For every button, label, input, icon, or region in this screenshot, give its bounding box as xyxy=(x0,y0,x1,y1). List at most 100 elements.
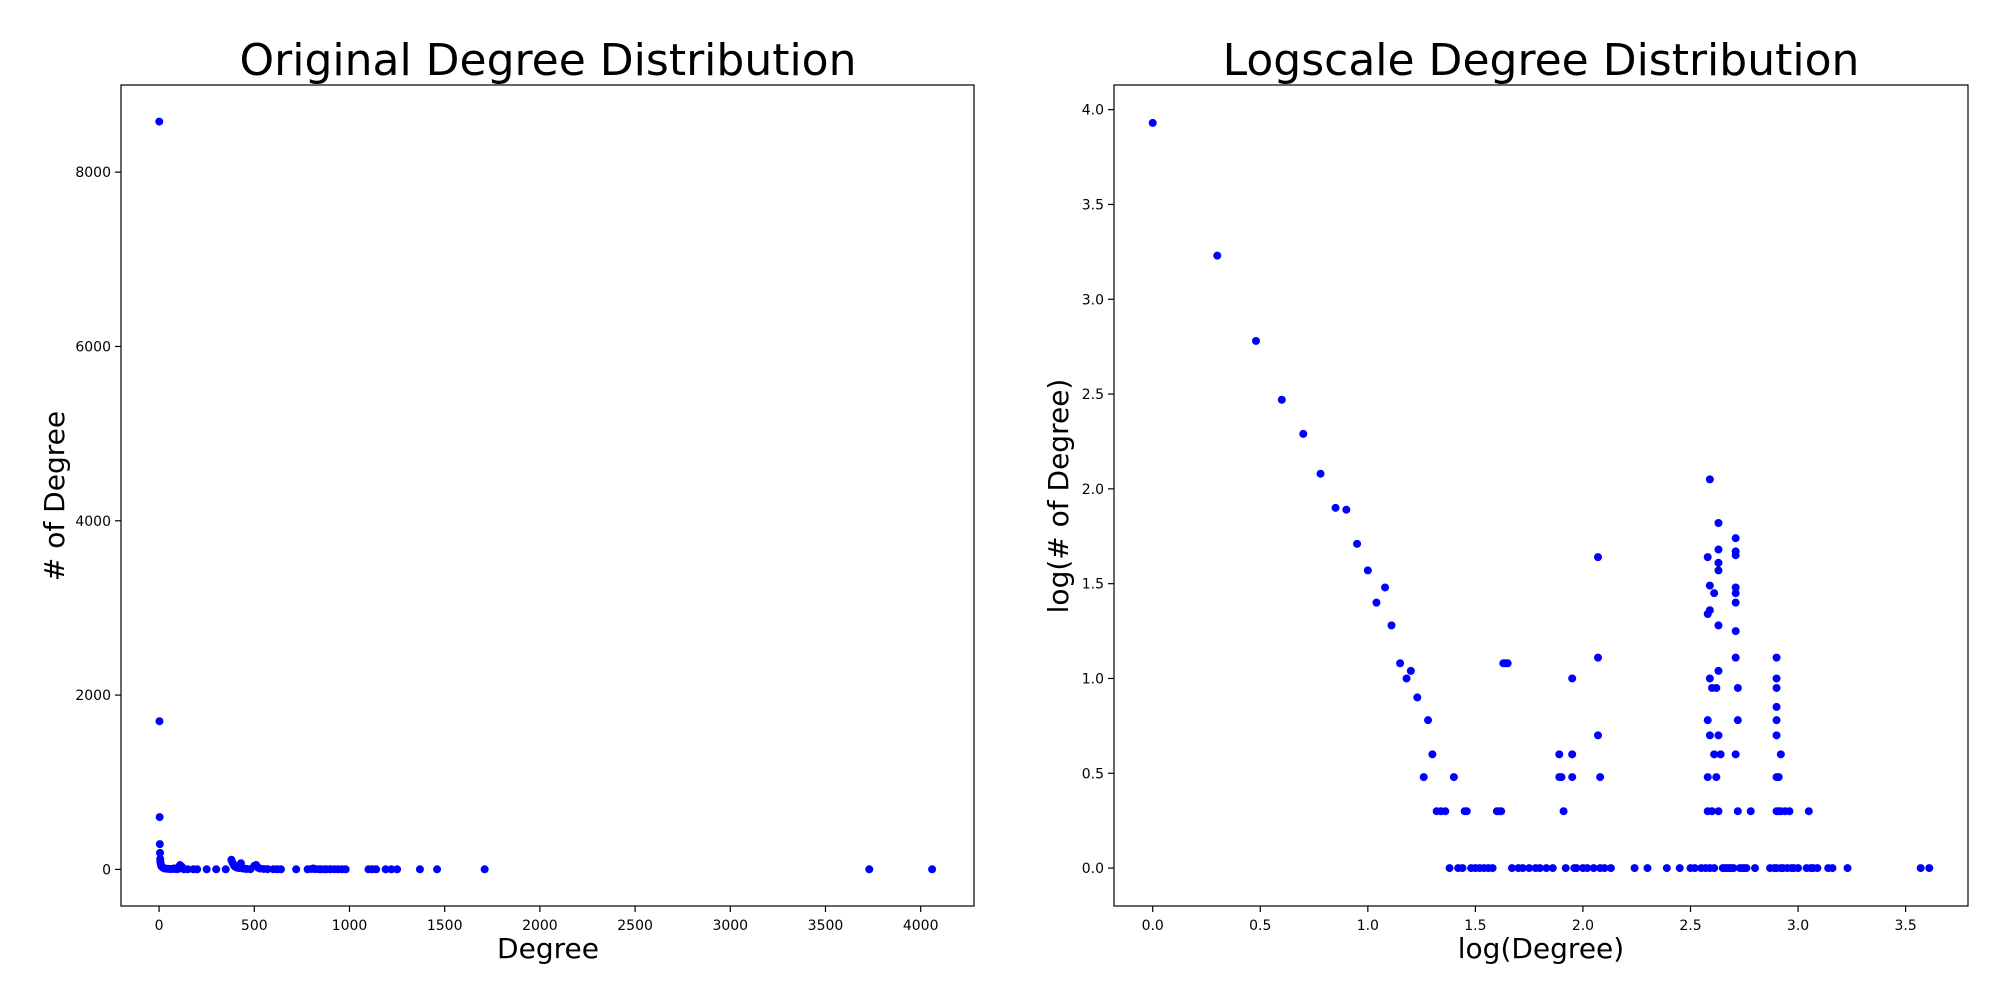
data-point xyxy=(1525,864,1534,873)
data-point xyxy=(1751,864,1760,873)
data-point xyxy=(1594,653,1603,662)
data-point xyxy=(1772,731,1781,740)
data-point xyxy=(1497,807,1506,816)
data-point xyxy=(1600,864,1609,873)
data-point xyxy=(1662,864,1671,873)
data-point xyxy=(1733,683,1742,692)
data-point xyxy=(1714,731,1723,740)
data-point xyxy=(1772,702,1781,711)
data-point xyxy=(1705,674,1714,683)
data-point xyxy=(1299,429,1308,438)
data-point xyxy=(156,848,165,857)
data-point xyxy=(1381,583,1390,592)
y-tick-label: 8000 xyxy=(75,165,111,181)
x-tick-label: 3500 xyxy=(808,918,844,934)
plot-frame xyxy=(1113,84,1969,907)
x-tick-label: 1000 xyxy=(332,918,368,934)
y-tick-label: 3.5 xyxy=(1082,197,1104,213)
data-point xyxy=(1568,750,1577,759)
y-axis-label: # of Degree xyxy=(38,411,71,581)
data-point xyxy=(1731,534,1740,543)
data-point xyxy=(276,865,285,874)
x-tick-label: 0 xyxy=(155,918,164,934)
data-point xyxy=(928,865,937,874)
data-point xyxy=(1277,395,1286,404)
chart-title: Original Degree Distribution xyxy=(240,35,857,86)
x-tick-label: 0.5 xyxy=(1249,918,1271,934)
data-point xyxy=(155,813,164,822)
data-point xyxy=(480,865,489,874)
data-point xyxy=(183,865,192,874)
y-axis-label: log(# of Degree) xyxy=(1042,379,1075,614)
data-point xyxy=(1828,864,1837,873)
data-point xyxy=(1705,731,1714,740)
data-point xyxy=(433,865,442,874)
data-point xyxy=(1594,731,1603,740)
data-point xyxy=(1583,864,1592,873)
y-tick-label: 1.0 xyxy=(1082,671,1104,687)
data-point xyxy=(415,865,424,874)
x-tick-label: 3.5 xyxy=(1894,918,1916,934)
data-point xyxy=(1568,674,1577,683)
chart-title: Logscale Degree Distribution xyxy=(1223,35,1860,86)
data-point xyxy=(1606,864,1615,873)
data-point xyxy=(1731,598,1740,607)
x-tick-label: 2.0 xyxy=(1572,918,1594,934)
data-point xyxy=(1690,864,1699,873)
data-points xyxy=(1148,118,1934,873)
data-point xyxy=(1557,773,1566,782)
x-tick-label: 3.0 xyxy=(1787,918,1809,934)
data-point xyxy=(1518,864,1527,873)
data-point xyxy=(1331,503,1340,512)
data-point xyxy=(1742,864,1751,873)
data-point xyxy=(1568,773,1577,782)
data-point xyxy=(1488,864,1497,873)
data-point xyxy=(1555,750,1564,759)
data-point xyxy=(1413,693,1422,702)
x-tick-label: 1500 xyxy=(427,918,463,934)
data-point xyxy=(1712,683,1721,692)
data-point xyxy=(1794,864,1803,873)
data-point xyxy=(1705,581,1714,590)
data-point xyxy=(1714,621,1723,630)
data-point xyxy=(1731,583,1740,592)
data-point xyxy=(155,717,164,726)
data-point xyxy=(387,865,396,874)
data-point xyxy=(1772,683,1781,692)
data-point xyxy=(1406,666,1415,675)
data-point xyxy=(1746,807,1755,816)
data-point xyxy=(1535,864,1544,873)
data-point xyxy=(381,865,390,874)
axis-ticks: 0 500 1000 1500 2000 2500 3000 3500 4000 0 2000 400… xyxy=(75,165,938,934)
y-tick-label: 2.0 xyxy=(1082,482,1104,498)
x-axis-label: Degree xyxy=(497,932,599,965)
data-points xyxy=(155,117,937,874)
y-tick-label: 4000 xyxy=(75,514,111,530)
data-point xyxy=(1251,336,1260,345)
data-point xyxy=(1462,807,1471,816)
data-point xyxy=(1705,475,1714,484)
x-axis-label: log(Degree) xyxy=(1458,932,1624,965)
x-tick-label: 1.0 xyxy=(1357,918,1379,934)
data-point xyxy=(1731,551,1740,560)
axis-ticks: 0.0 0.5 1.0 1.5 2.0 2.5 3.0 3.5 0.0 0.5 1.0 1.5 2.0 2… xyxy=(1082,103,1917,934)
data-point xyxy=(1716,750,1725,759)
data-point xyxy=(1925,864,1934,873)
y-tick-label: 0.0 xyxy=(1082,861,1104,877)
data-point xyxy=(1731,627,1740,636)
data-point xyxy=(1445,864,1454,873)
data-point xyxy=(1703,553,1712,562)
data-point xyxy=(1776,750,1785,759)
data-point xyxy=(1703,716,1712,725)
data-point xyxy=(1363,566,1372,575)
data-point xyxy=(1148,118,1157,127)
data-point xyxy=(1772,653,1781,662)
x-tick-label: 2.5 xyxy=(1679,918,1701,934)
data-point xyxy=(1353,539,1362,548)
data-point xyxy=(1714,807,1723,816)
data-point xyxy=(1705,606,1714,615)
data-point xyxy=(1712,773,1721,782)
data-point xyxy=(1572,864,1581,873)
data-point xyxy=(1729,864,1738,873)
